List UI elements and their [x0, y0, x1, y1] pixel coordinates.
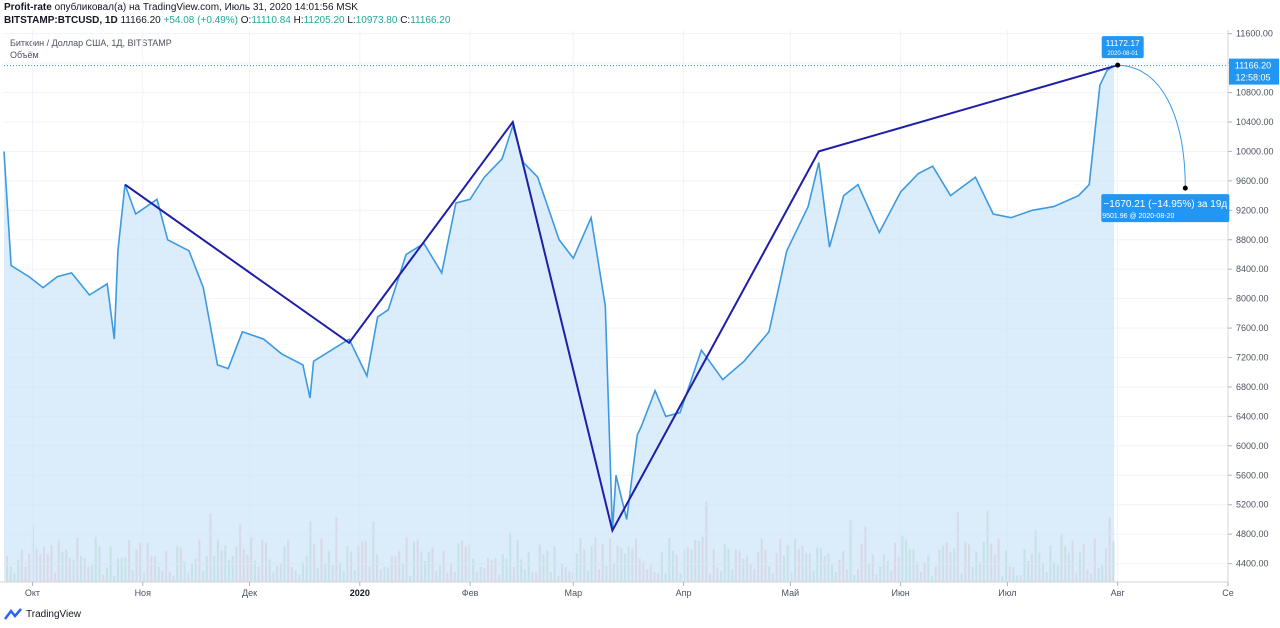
price-area	[4, 65, 1115, 583]
open-value: 11110.84	[251, 15, 291, 26]
y-tick-label: 5600.00	[1236, 470, 1269, 480]
y-tick-label: 8800.00	[1236, 235, 1269, 245]
high-value: 11205.20	[303, 15, 345, 26]
y-tick-label: 7200.00	[1236, 353, 1269, 363]
y-tick-label: 4400.00	[1236, 559, 1269, 569]
x-tick-label: Дек	[242, 588, 257, 598]
published-text: опубликовал(а) на TradingView.com, Июль …	[54, 2, 358, 13]
volume-legend: Объём	[10, 50, 39, 60]
y-tick-label: 8000.00	[1236, 294, 1269, 304]
ohlc-bar: BITSTAMP:BTCUSD, 1D 11166.20 +54.08 (+0.…	[4, 15, 450, 27]
tradingview-logo-icon	[4, 608, 22, 620]
callout-bottom-change: −1670.21 (−14.95%) за 19д	[1103, 199, 1227, 210]
callout-bottom-bg	[1101, 194, 1230, 223]
y-tick-label: 10800.00	[1236, 88, 1274, 98]
y-tick-label: 10000.00	[1236, 146, 1274, 156]
y-tick-label: 9600.00	[1236, 176, 1269, 186]
close-value: 11166.20	[410, 15, 451, 26]
footer-brand: TradingView	[4, 608, 81, 620]
zigzag-drawing[interactable]	[124, 64, 1118, 534]
y-tick-label: 5200.00	[1236, 500, 1269, 510]
callout-top-date: 2020-08-01	[1107, 51, 1138, 57]
open-label: O:	[240, 15, 252, 26]
y-tick-label: 6800.00	[1236, 382, 1269, 392]
projection-end-dot	[1182, 185, 1188, 191]
x-axis-ticks: Окт Ноя Дек 2020 Фев Мар Апр Май Июн Июл Авг Се	[25, 582, 1234, 598]
projection-start-dot	[1115, 62, 1121, 68]
current-price-label-bg	[1229, 58, 1279, 85]
callout-top-bg	[1101, 36, 1144, 59]
y-tick-label: 6000.00	[1236, 441, 1269, 451]
projection-arc[interactable]	[1117, 64, 1186, 189]
price-change: +54.08 (+0.49%)	[163, 15, 239, 26]
y-tick-label: 4800.00	[1236, 529, 1269, 539]
x-tick-label: Авг	[1111, 588, 1126, 598]
low-value: 10973.80	[355, 15, 398, 26]
x-tick-label: 2020	[350, 588, 370, 598]
x-tick-label: Се	[1222, 588, 1234, 598]
symbol-name: BITSTAMP:BTCUSD, 1D	[4, 15, 118, 26]
y-tick-label: 10400.00	[1236, 117, 1274, 127]
y-tick-label: 9200.00	[1236, 205, 1269, 215]
y-tick-label: 6400.00	[1236, 411, 1269, 421]
low-label: L:	[347, 15, 356, 26]
chart-legend-title: Биткоин / Доллар США, 1Д, BITSTAMP	[10, 38, 172, 48]
close-label: C:	[400, 15, 411, 26]
current-price-value: 11166.20	[1235, 61, 1271, 71]
x-tick-label: Окт	[25, 588, 40, 598]
y-tick-label: 8400.00	[1236, 264, 1269, 274]
x-tick-label: Фев	[462, 588, 479, 598]
x-tick-label: Июл	[998, 588, 1016, 598]
footer-brand-text: TradingView	[26, 608, 82, 620]
x-tick-label: Мар	[564, 588, 582, 598]
x-tick-label: Май	[782, 588, 800, 598]
y-tick-label: 7600.00	[1236, 323, 1269, 333]
price-labels: 11166.20 12:58:05 11172.17 2020-08-01 −1670.…	[1101, 36, 1279, 223]
high-label: H:	[293, 15, 304, 26]
publish-info: Profit-rate опубликовал(а) на TradingVie…	[4, 2, 358, 14]
x-tick-label: Ноя	[135, 588, 152, 598]
current-price-time: 12:58:05	[1235, 73, 1270, 83]
x-tick-label: Июн	[892, 588, 910, 598]
price-line	[3, 64, 1115, 531]
callout-top-value: 11172.17	[1106, 38, 1140, 48]
x-tick-label: Апр	[676, 588, 692, 598]
last-price: 11166.20	[120, 15, 161, 26]
author-name: Profit-rate	[4, 2, 52, 13]
callout-bottom-sub: 9501.96 @ 2020-08-20	[1102, 213, 1174, 220]
y-axis-ticks: 4400.00 4800.00 5200.00 5600.00 6000.00 6400.…	[1228, 29, 1274, 569]
y-tick-label: 11600.00	[1236, 29, 1273, 39]
